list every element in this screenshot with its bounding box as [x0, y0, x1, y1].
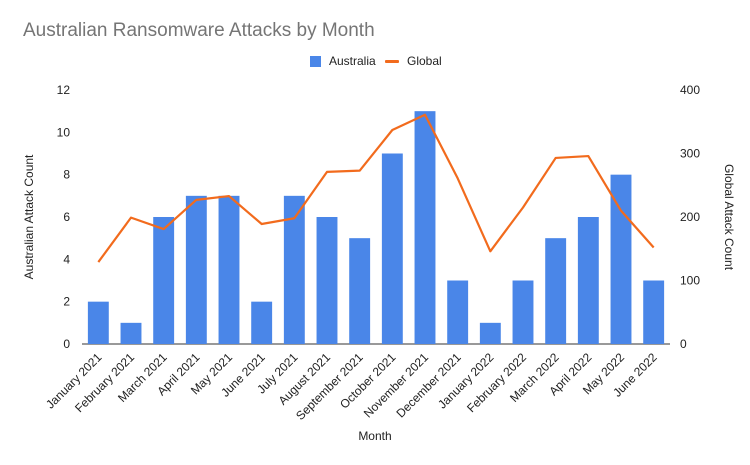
y2-tick-label-4: 400 [680, 83, 700, 97]
line-global [97, 113, 655, 263]
bar-australia-13 [512, 280, 534, 344]
y2-axis-title: Global Attack Count [722, 164, 736, 271]
y-axis-title: Australian Attack Count [22, 154, 36, 279]
bar-australia-2 [153, 217, 175, 344]
legend-item-global[interactable]: Global [385, 54, 442, 68]
bar-australia-12 [479, 322, 501, 344]
legend-label-global: Global [407, 54, 442, 68]
bar-australia-10 [414, 111, 436, 345]
bar-australia-1 [120, 322, 142, 344]
bar-australia-8 [349, 238, 371, 344]
bar-australia-4 [218, 195, 240, 344]
legend-swatch-global [385, 59, 399, 63]
bar-australia-17 [643, 280, 665, 344]
y2-tick-label-1: 100 [680, 274, 700, 288]
x-axis-title: Month [358, 429, 391, 443]
chart-title: Australian Ransomware Attacks by Month [23, 20, 375, 41]
legend-item-australia[interactable]: Australia [310, 54, 376, 68]
y2-tick-label-3: 300 [680, 147, 700, 161]
y2-tick-label-2: 200 [680, 210, 700, 224]
y2-tick-label-0: 0 [680, 337, 687, 351]
legend: Australia Global [0, 54, 750, 72]
legend-label-australia: Australia [329, 54, 376, 68]
bar-australia-15 [577, 217, 599, 344]
bar-australia-11 [447, 280, 469, 344]
bar-australia-6 [283, 195, 305, 344]
bar-australia-14 [545, 238, 567, 344]
legend-swatch-australia [310, 55, 321, 67]
bar-australia-9 [381, 153, 403, 344]
bar-australia-7 [316, 217, 338, 344]
y-tick-label-4: 8 [63, 168, 70, 182]
y-tick-label-0: 0 [63, 337, 70, 351]
y-tick-label-2: 4 [63, 252, 70, 266]
bar-australia-0 [87, 301, 109, 344]
y-tick-label-5: 10 [57, 125, 71, 139]
y-tick-label-6: 12 [57, 83, 71, 97]
bar-australia-3 [185, 195, 207, 344]
bar-australia-5 [251, 301, 273, 344]
y-tick-label-3: 6 [63, 210, 70, 224]
y-tick-label-1: 2 [63, 295, 70, 309]
